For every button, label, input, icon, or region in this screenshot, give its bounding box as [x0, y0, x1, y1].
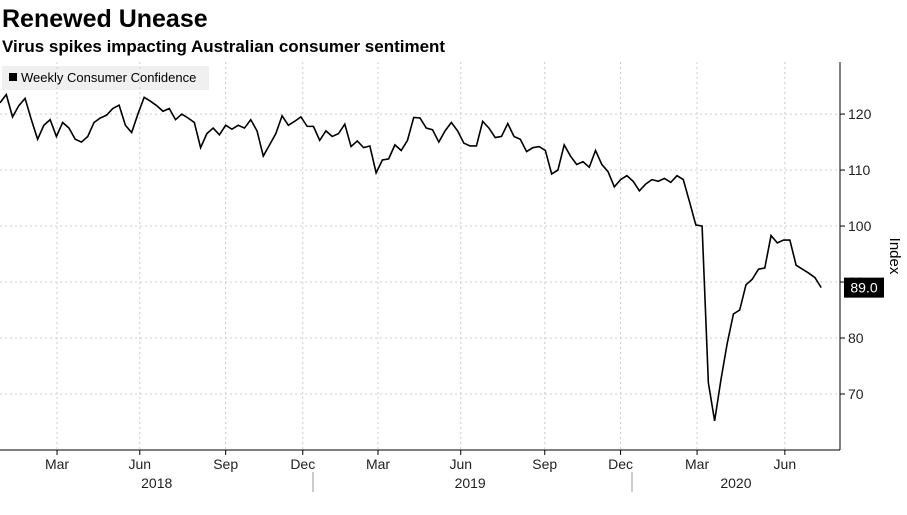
y-axis-label: Index — [886, 238, 903, 275]
y-tick-label: 120 — [848, 106, 872, 122]
year-label: 2018 — [141, 475, 172, 491]
y-tick-label: 80 — [848, 330, 864, 346]
x-tick-label: Mar — [366, 456, 390, 472]
chart-title: Renewed Unease — [2, 5, 208, 33]
legend-label: Weekly Consumer Confidence — [21, 70, 196, 85]
legend-box — [2, 66, 209, 90]
x-tick-label: Mar — [685, 456, 709, 472]
x-tick-label: Jun — [774, 456, 797, 472]
y-tick-label: 100 — [848, 218, 872, 234]
y-tick-label: 110 — [848, 162, 871, 178]
year-label: 2020 — [720, 475, 751, 491]
last-value-label: 89.0 — [850, 280, 877, 296]
last-value-box — [844, 277, 884, 298]
x-tick-label: Mar — [45, 456, 69, 472]
y-tick-label: 70 — [848, 386, 864, 402]
x-tick-label: Sep — [532, 456, 557, 472]
year-label: 2019 — [455, 475, 486, 491]
chart-subtitle: Virus spikes impacting Australian consum… — [2, 37, 445, 56]
x-tick-label: Sep — [213, 456, 238, 472]
x-tick-label: Jun — [129, 456, 152, 472]
legend-swatch — [9, 73, 17, 81]
x-tick-label: Dec — [608, 456, 633, 472]
line-series — [0, 92, 822, 422]
x-tick-label: Dec — [290, 456, 315, 472]
x-tick-label: Jun — [449, 456, 472, 472]
